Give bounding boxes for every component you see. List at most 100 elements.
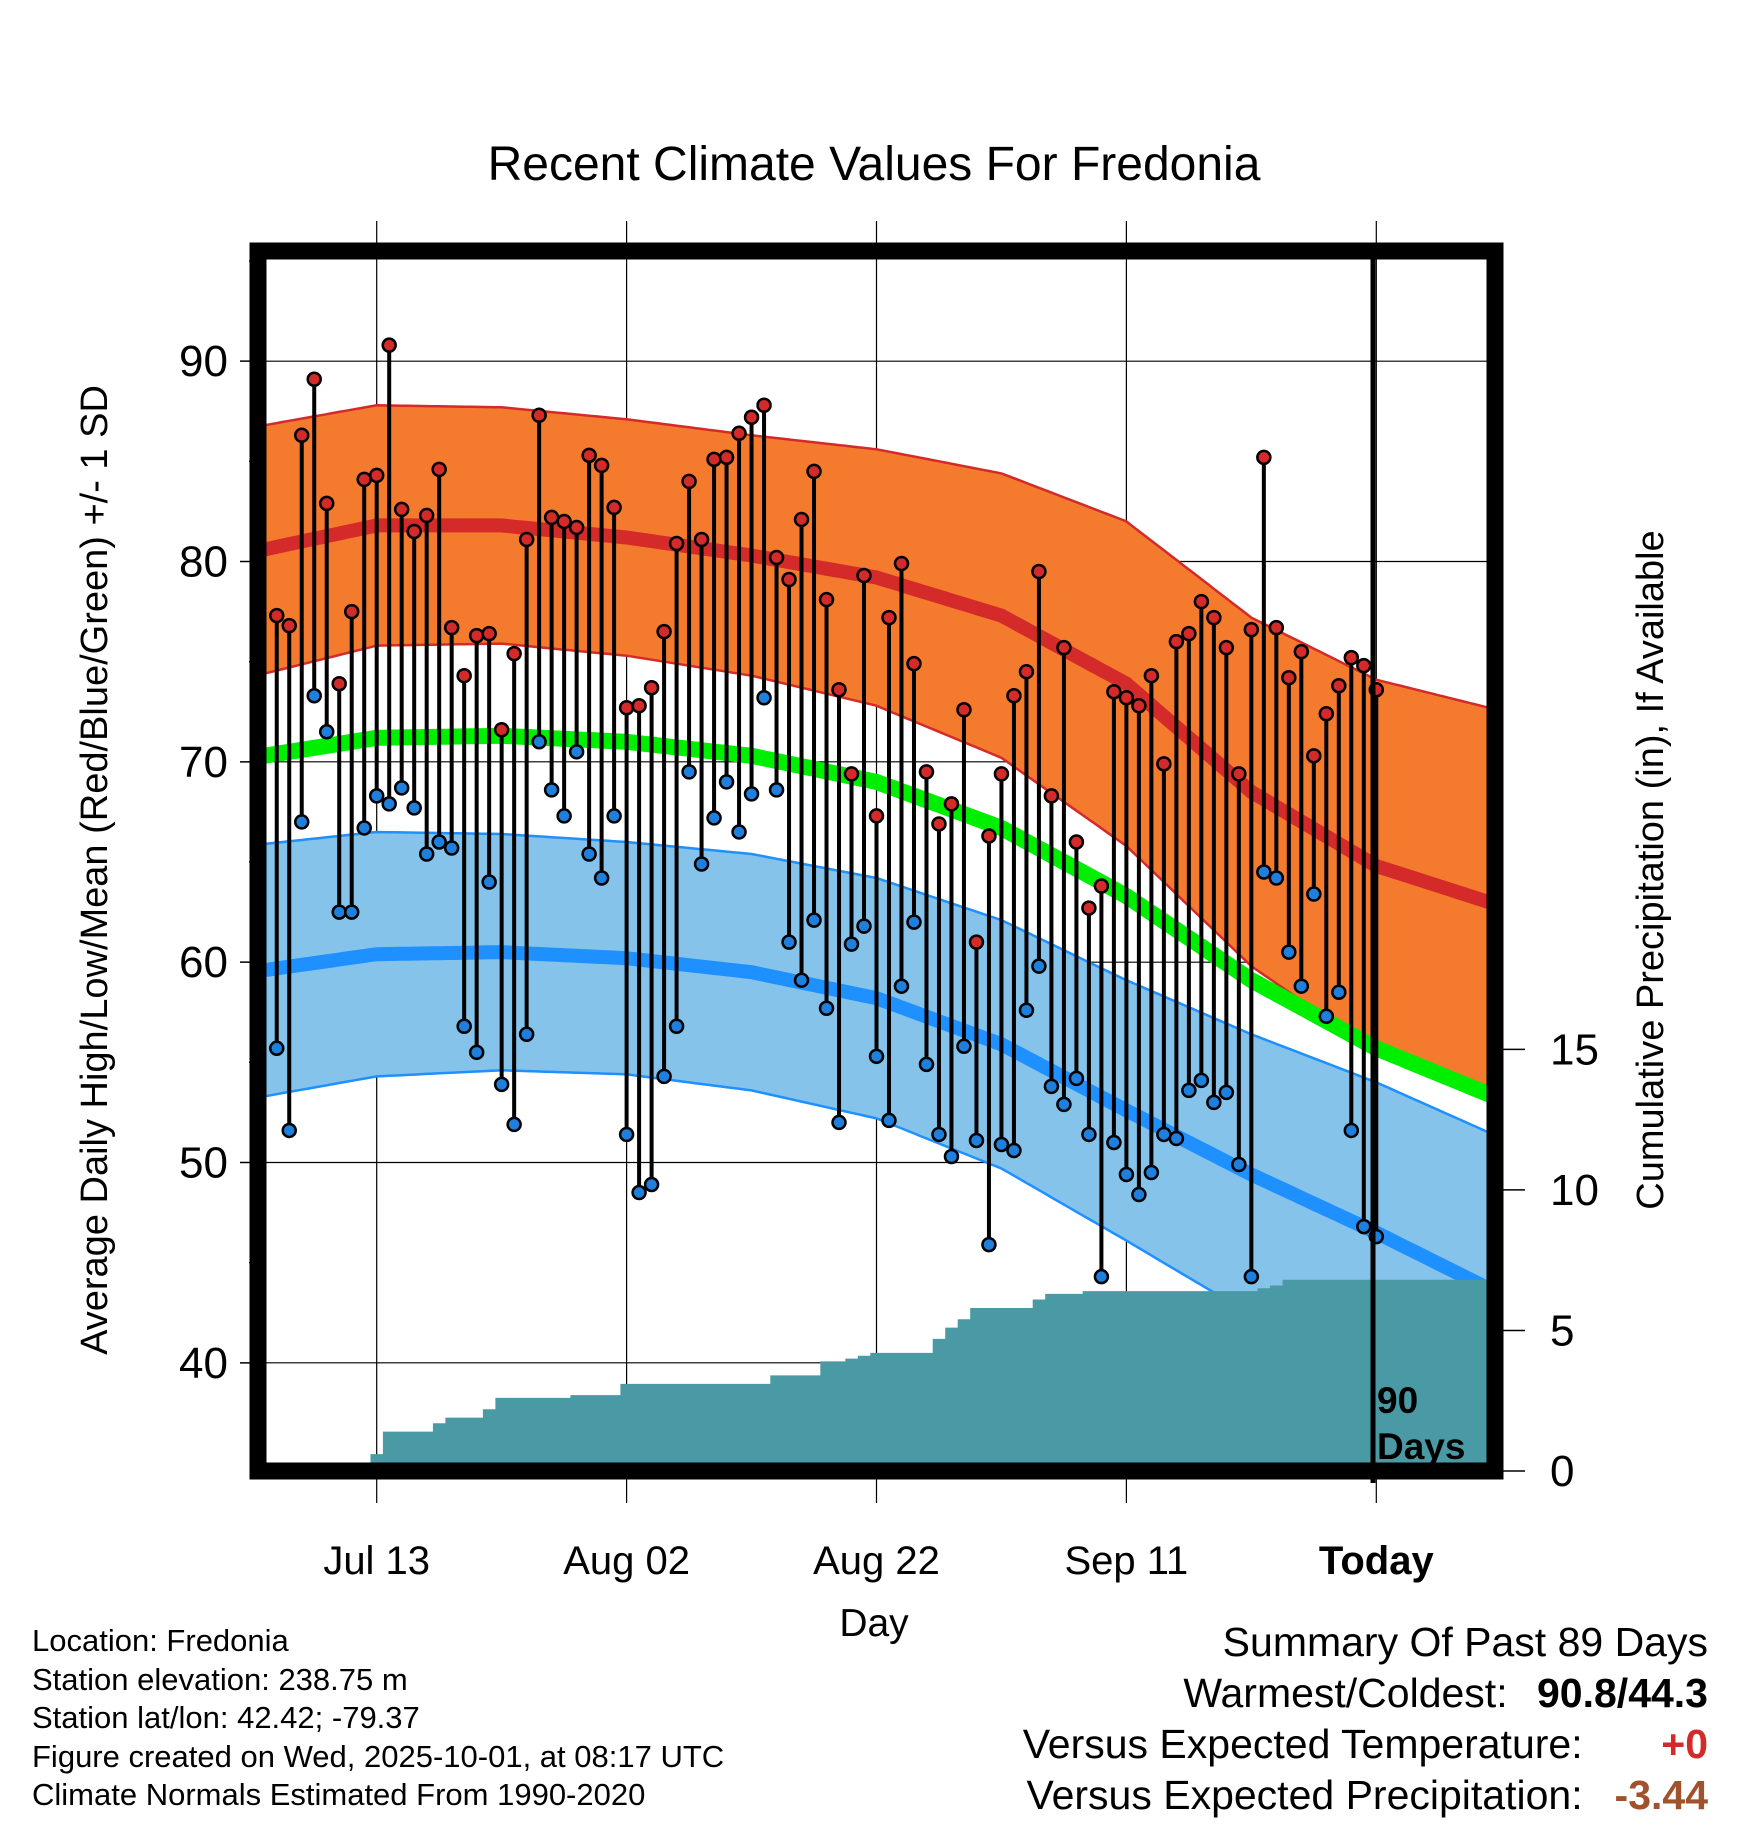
daily-low-point — [493, 1076, 510, 1093]
daily-high-point — [618, 699, 635, 716]
precip-departure-row: Versus Expected Precipitation: -3.44 — [1023, 1770, 1709, 1821]
high-sd-upper-edge — [258, 404, 1495, 711]
daily-high-point — [381, 337, 397, 353]
daily-high-point — [356, 471, 372, 488]
daily-high-point — [418, 507, 435, 524]
daily-low-point — [1006, 1142, 1022, 1159]
daily-low-point — [306, 687, 322, 704]
daily-high-point — [681, 473, 697, 490]
daily-low-point — [793, 972, 810, 988]
daily-low-point — [1268, 870, 1285, 886]
daily-low-point — [1243, 1268, 1260, 1285]
daily-high-point — [943, 796, 960, 812]
daily-low-point — [668, 1018, 685, 1035]
daily-low-point — [1181, 1082, 1197, 1099]
daily-points — [268, 337, 1385, 1285]
daily-low-point — [1318, 1008, 1335, 1025]
daily-low-point — [1056, 1096, 1072, 1113]
daily-low-point — [781, 934, 797, 950]
y2-tick-label: 0 — [1550, 1447, 1574, 1496]
daily-low-point — [568, 744, 585, 760]
daily-low-point — [293, 814, 310, 830]
daily-high-point — [668, 535, 685, 552]
daily-low-point — [518, 1026, 535, 1043]
low-sd-band — [258, 832, 1495, 1449]
daily-high-point — [1356, 657, 1372, 674]
daily-high-point — [893, 555, 910, 572]
y2-tick-label: 15 — [1550, 1025, 1599, 1074]
daily-high-point — [868, 808, 885, 824]
daily-high-point — [906, 655, 922, 672]
daily-high-point — [506, 645, 522, 662]
daily-high-point — [393, 501, 410, 518]
y-tick-label: 90 — [179, 337, 228, 386]
daily-high-point — [756, 397, 772, 414]
daily-high-point — [406, 523, 422, 540]
daily-high-point — [856, 567, 872, 584]
daily-high-point — [1256, 449, 1272, 466]
daily-high-point — [281, 617, 297, 634]
daily-low-point — [618, 1126, 635, 1143]
daily-high-point — [268, 607, 285, 624]
daily-low-point — [1043, 1078, 1060, 1095]
daily-low-point — [1331, 984, 1347, 1000]
daily-high-point — [1056, 639, 1072, 656]
daily-low-point — [1106, 1134, 1122, 1151]
daily-high-point — [1331, 677, 1347, 694]
daily-high-point — [318, 495, 335, 512]
daily-high-point — [1281, 669, 1297, 686]
daily-high-point — [493, 722, 510, 738]
high-sd-band — [258, 405, 1495, 1099]
daily-low-point — [1068, 1070, 1085, 1087]
daily-low-point — [406, 800, 422, 816]
daily-high-point — [1181, 625, 1197, 642]
daily-low-point — [506, 1116, 522, 1133]
daily-low-point — [331, 904, 347, 920]
location-text: Location: Fredonia — [32, 1623, 289, 1658]
summary-panel: Summary Of Past 89 Days Warmest/Coldest:… — [1023, 1617, 1708, 1821]
daily-low-point — [818, 1000, 835, 1016]
daily-high-point — [468, 627, 485, 644]
daily-low-point — [468, 1044, 485, 1061]
daily-high-point — [831, 681, 847, 698]
daily-low-point — [968, 1132, 985, 1149]
precip-departure-value: -3.44 — [1614, 1772, 1708, 1818]
daily-high-point — [956, 702, 972, 718]
daily-high-point — [531, 407, 547, 424]
created-text: Figure created on Wed, 2025-10-01, at 08… — [32, 1738, 725, 1774]
daily-low-point — [1231, 1156, 1247, 1173]
daily-low-point — [531, 734, 547, 750]
daily-high-point — [843, 766, 860, 782]
daily-high-point — [743, 409, 760, 426]
daily-low-point — [356, 820, 372, 836]
x-tick-label: Aug 22 — [813, 1539, 940, 1583]
warmest-coldest-row: Warmest/Coldest: 90.8/44.3 — [1023, 1668, 1708, 1719]
warmest-coldest-label: Warmest/Coldest: — [1183, 1670, 1508, 1716]
daily-low-point — [868, 1048, 885, 1065]
daily-high-point — [431, 461, 447, 478]
daily-high-point — [1043, 788, 1060, 804]
daily-high-point — [1268, 619, 1285, 636]
daily-high-point — [706, 451, 722, 468]
daily-low-point — [631, 1184, 647, 1201]
daily-low-point — [1343, 1122, 1360, 1139]
chart-title: Recent Climate Values For Fredonia — [488, 138, 1261, 191]
daily-low-point — [881, 1112, 897, 1129]
daily-low-point — [481, 874, 497, 890]
daily-high-point — [543, 509, 560, 526]
daily-low-point — [268, 1040, 285, 1057]
daily-low-point — [1356, 1218, 1372, 1235]
daily-low-point — [918, 1056, 935, 1073]
daily-low-point — [1143, 1164, 1160, 1181]
daily-high-point — [918, 764, 935, 780]
daily-high-point — [293, 427, 310, 444]
daily-high-point — [1168, 633, 1185, 650]
daily-high-point — [481, 625, 497, 642]
x-tick-label: Aug 02 — [563, 1539, 690, 1583]
daily-low-point — [368, 788, 385, 804]
y-tick-label: 50 — [179, 1138, 228, 1187]
daily-high-point — [331, 675, 347, 692]
y-axis-label-left: Average Daily High/Low/Mean (Red/Blue/Gr… — [74, 385, 116, 1355]
summary-title: Summary Of Past 89 Days — [1222, 1619, 1708, 1665]
